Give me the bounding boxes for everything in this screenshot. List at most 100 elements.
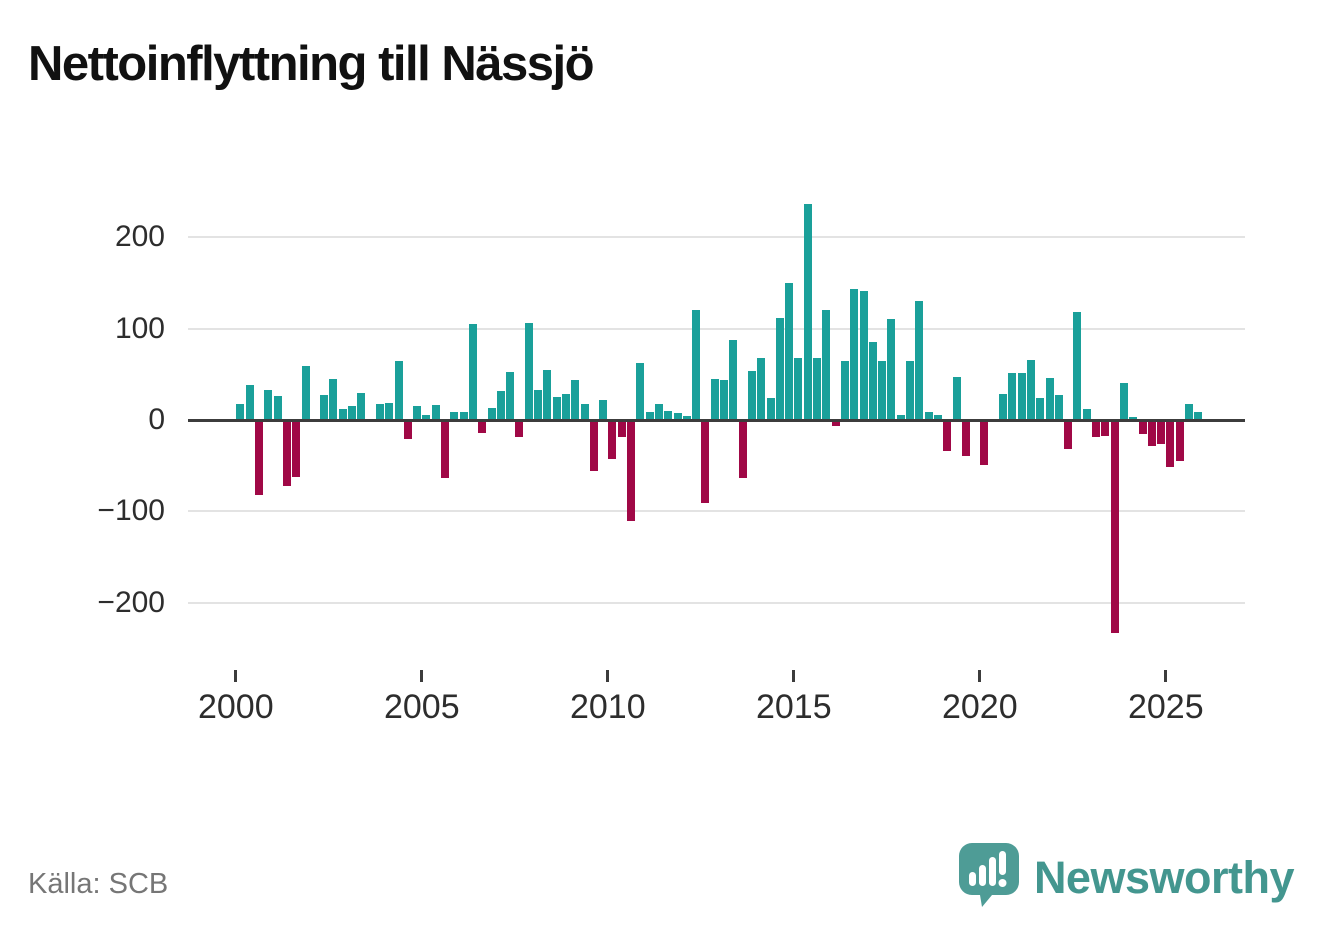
x-axis-tick-label: 2025 <box>1127 688 1204 726</box>
bar <box>785 283 794 420</box>
bar <box>1008 373 1017 420</box>
bar <box>487 408 496 420</box>
x-axis-tick <box>420 670 424 682</box>
bar <box>645 411 654 420</box>
bar <box>701 420 710 504</box>
bar <box>385 402 394 420</box>
bar <box>915 301 924 420</box>
bar <box>468 324 477 420</box>
chart-title: Nettoinflyttning till Nässjö <box>28 37 595 91</box>
bar <box>580 404 589 420</box>
bar <box>1064 420 1073 450</box>
bar <box>441 420 450 479</box>
bar <box>980 420 989 465</box>
logo-text: Newsworthy <box>1033 851 1295 903</box>
bar <box>906 360 915 420</box>
x-axis-tick-label: 2010 <box>569 688 646 726</box>
bar <box>859 291 868 420</box>
x-axis-tick-label: 2005 <box>383 688 460 726</box>
bar <box>794 357 803 420</box>
bar <box>813 357 822 420</box>
gridline <box>188 601 1245 604</box>
y-axis-tick-label: 200 <box>114 220 165 254</box>
bar <box>450 411 459 420</box>
bar <box>1036 398 1045 420</box>
bar <box>431 405 440 420</box>
bar <box>850 289 859 420</box>
bar <box>1101 420 1110 437</box>
x-axis-tick-label: 2015 <box>755 688 832 726</box>
speech-bubble-chart-icon <box>958 842 1020 913</box>
x-axis-tick <box>978 670 982 682</box>
x-axis-tick-label: 2000 <box>197 688 274 726</box>
bar <box>273 396 282 420</box>
bar <box>1157 420 1166 444</box>
bar <box>543 369 552 420</box>
bar <box>589 420 598 472</box>
gridline <box>188 327 1245 330</box>
bar <box>961 420 970 456</box>
bar <box>738 420 747 479</box>
bar <box>255 420 264 495</box>
bar <box>245 385 254 420</box>
bar <box>1092 420 1101 438</box>
bar <box>878 360 887 420</box>
bar <box>887 318 896 420</box>
gridline <box>188 510 1245 513</box>
bar <box>375 403 384 420</box>
bar <box>617 420 626 438</box>
bar <box>348 406 357 420</box>
bar <box>394 360 403 420</box>
bar <box>524 323 533 420</box>
bar <box>329 378 338 420</box>
bar <box>1110 420 1119 633</box>
bar <box>1147 420 1156 447</box>
bar <box>952 377 961 420</box>
y-axis-tick-label: 0 <box>148 403 165 436</box>
bar <box>338 409 347 420</box>
bar <box>654 403 663 420</box>
bar <box>478 420 487 433</box>
bar <box>1017 372 1026 420</box>
bar <box>933 415 942 420</box>
bar <box>757 357 766 420</box>
gridline <box>188 236 1245 239</box>
bar <box>766 398 775 420</box>
y-axis-tick-label: −100 <box>97 494 165 528</box>
bar <box>636 363 645 420</box>
bar <box>1119 382 1128 420</box>
bar <box>710 378 719 420</box>
bar <box>943 420 952 452</box>
bar <box>413 406 422 420</box>
bar <box>515 420 524 438</box>
bar <box>840 360 849 420</box>
bar <box>664 410 673 420</box>
bar <box>720 379 729 420</box>
bar <box>747 370 756 420</box>
bar <box>282 420 291 486</box>
bar <box>831 420 840 427</box>
y-axis-tick-label: 100 <box>114 311 165 345</box>
bar <box>673 412 682 420</box>
bar <box>561 393 570 420</box>
bar <box>868 342 877 420</box>
x-axis-tick <box>1164 670 1168 682</box>
bar <box>496 390 505 420</box>
y-axis-tick-label: −200 <box>97 585 165 619</box>
bar <box>682 416 691 420</box>
zero-axis-line <box>188 418 1245 422</box>
bar <box>999 394 1008 420</box>
bar <box>803 203 812 420</box>
bar <box>822 310 831 420</box>
source-label: Källa: SCB <box>28 868 169 900</box>
bar <box>1175 420 1184 462</box>
x-axis-tick <box>606 670 610 682</box>
bar <box>534 389 543 420</box>
bar <box>422 415 431 420</box>
bar <box>1073 312 1082 420</box>
bar <box>924 411 933 420</box>
bar <box>1138 420 1147 434</box>
bar <box>1194 411 1203 420</box>
bar <box>608 420 617 460</box>
